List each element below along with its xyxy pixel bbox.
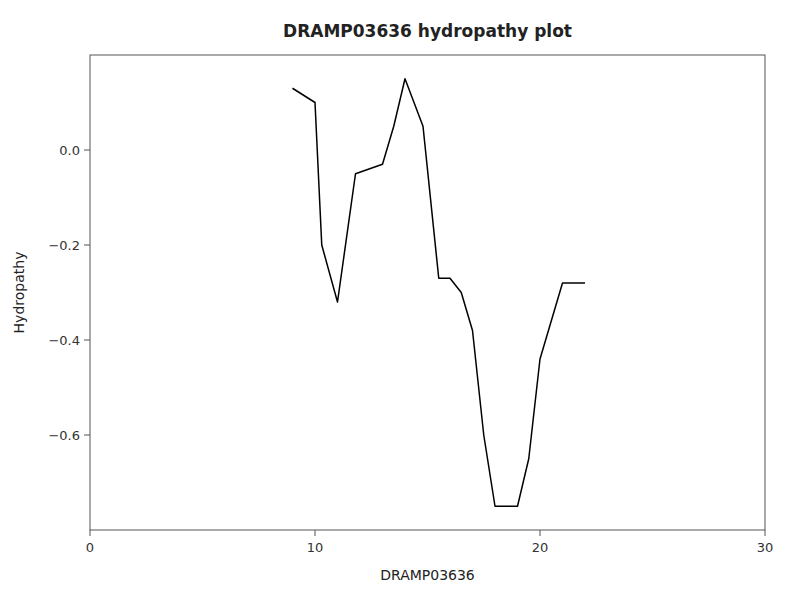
x-tick-label: 20 <box>532 540 549 555</box>
y-tick-label: −0.4 <box>48 333 80 348</box>
y-tick-label: 0.0 <box>59 143 80 158</box>
x-axis-label: DRAMP03636 <box>380 567 475 583</box>
x-tick <box>540 530 541 536</box>
background <box>0 0 800 600</box>
plot-frame <box>90 55 765 530</box>
chart-title: DRAMP03636 hydropathy plot <box>283 21 572 41</box>
y-tick <box>84 435 90 436</box>
y-tick-label: −0.2 <box>48 238 80 253</box>
x-tick <box>315 530 316 536</box>
x-tick-label: 10 <box>307 540 324 555</box>
x-tick-label: 30 <box>757 540 774 555</box>
y-tick-label: −0.6 <box>48 428 80 443</box>
series <box>293 79 586 507</box>
x-tick <box>90 530 91 536</box>
y-tick <box>84 245 90 246</box>
y-tick <box>84 340 90 341</box>
y-axis-label: Hydropathy <box>11 252 27 334</box>
chart-svg: 0 10 20 30 0.0 −0.2 −0.4 −0.6 DRAMP03636 hydropa… <box>0 0 800 600</box>
x-tick-label: 0 <box>86 540 94 555</box>
chart-container: 0 10 20 30 0.0 −0.2 −0.4 −0.6 DRAMP03636 hydropa… <box>0 0 800 600</box>
x-tick <box>765 530 766 536</box>
axes: 0 10 20 30 0.0 −0.2 −0.4 −0.6 <box>48 55 773 555</box>
y-tick <box>84 150 90 151</box>
data-line <box>293 79 586 507</box>
